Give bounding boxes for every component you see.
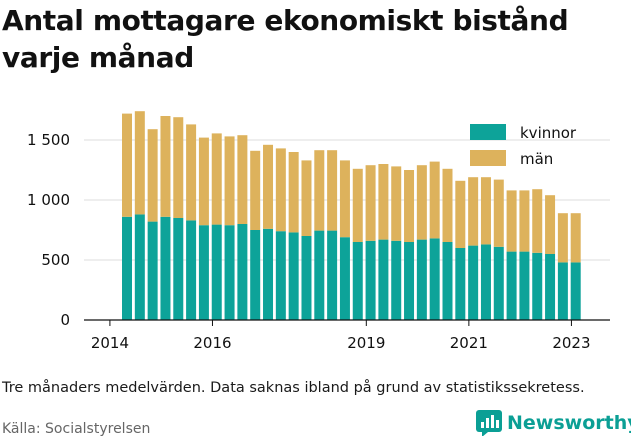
bar-man	[186, 124, 197, 221]
bar-man	[250, 150, 261, 230]
bar-kvinnor	[211, 224, 222, 320]
bar-kvinnor	[275, 231, 286, 320]
bar-man	[160, 116, 171, 217]
source-credit: Källa: Socialstyrelsen	[2, 421, 151, 437]
legend-swatch-man	[470, 150, 506, 166]
legend-label-kvinnor: kvinnor	[520, 124, 577, 142]
bar-kvinnor	[416, 239, 427, 320]
x-tick-label: 2014	[91, 334, 129, 350]
bar-kvinnor	[301, 236, 312, 320]
bar-kvinnor	[378, 239, 389, 320]
legend: kvinnor män	[470, 124, 577, 168]
chart-title: Antal mottagare ekonomiskt bistånd varje…	[2, 4, 569, 74]
bar-man	[224, 136, 235, 226]
bar-man	[339, 160, 350, 238]
bar-man	[455, 180, 466, 248]
stacked-bar-chart: 0 500 1 000 1 500 2014 2016 2019 2021 2023 kvin…	[27, 111, 610, 350]
bar-man	[122, 113, 132, 217]
bar-kvinnor	[545, 254, 556, 320]
bar-kvinnor	[455, 248, 466, 320]
bar-kvinnor	[519, 251, 530, 320]
x-tick-label: 2019	[347, 334, 385, 350]
bar-man	[480, 177, 491, 245]
bar-man	[263, 144, 274, 229]
bar-kvinnor	[237, 224, 248, 320]
bar-man	[557, 213, 568, 263]
bar-man	[147, 129, 158, 222]
newsworthy-logo-icon	[476, 410, 502, 436]
y-tick-label: 0	[60, 311, 70, 329]
bar-kvinnor	[314, 230, 325, 320]
bar-man	[198, 137, 209, 226]
bar-man	[173, 117, 184, 218]
y-tick-label: 500	[41, 251, 70, 269]
bar-kvinnor	[570, 262, 581, 320]
x-tick-label: 2023	[552, 334, 590, 350]
bar-man	[378, 164, 389, 240]
bar-kvinnor	[391, 240, 402, 320]
footnote: Tre månaders medelvärden. Data saknas ib…	[2, 380, 585, 396]
bar-man	[416, 165, 427, 240]
bar-man	[493, 179, 504, 247]
bar-man	[532, 189, 543, 253]
y-axis-ticks: 0 500 1 000 1 500	[27, 131, 70, 329]
bar-kvinnor	[160, 216, 171, 320]
bar-man	[365, 165, 376, 241]
bar-man	[237, 135, 248, 224]
y-tick-label: 1 500	[27, 131, 70, 149]
bar-man	[352, 168, 363, 242]
x-tick-label: 2016	[193, 334, 231, 350]
brand-logo: Newsworthy	[476, 410, 631, 436]
legend-swatch-kvinnor	[470, 124, 506, 140]
bar-kvinnor	[365, 240, 376, 320]
bar-kvinnor	[442, 242, 453, 320]
bar-kvinnor	[147, 221, 158, 320]
bar-kvinnor	[506, 251, 517, 320]
bar-kvinnor	[532, 252, 543, 320]
bar-kvinnor	[173, 218, 184, 320]
bar-man	[327, 150, 338, 231]
x-axis-ticks: 2014 2016 2019 2021 2023	[91, 320, 591, 350]
x-tick-label: 2021	[450, 334, 488, 350]
bar-man	[570, 213, 581, 263]
bar-man	[519, 190, 530, 252]
bar-kvinnor	[429, 238, 440, 320]
bar-man	[429, 161, 440, 239]
bar-kvinnor	[122, 216, 132, 320]
bar-man	[134, 111, 145, 215]
bar-man	[314, 150, 325, 231]
brand-name: Newsworthy	[507, 412, 631, 434]
bar-kvinnor	[250, 230, 261, 320]
bar-man	[506, 190, 517, 252]
bar-kvinnor	[339, 237, 350, 320]
bar-man	[211, 133, 222, 225]
bar-man	[468, 177, 479, 246]
bar-kvinnor	[557, 262, 568, 320]
bar-kvinnor	[134, 214, 145, 320]
bar-man	[545, 195, 556, 254]
bar-kvinnor	[468, 245, 479, 320]
legend-label-man: män	[520, 150, 553, 168]
bar-man	[404, 170, 415, 242]
bar-kvinnor	[288, 232, 299, 320]
bar-kvinnor	[327, 230, 338, 320]
bar-kvinnor	[480, 244, 491, 320]
bar-man	[442, 168, 453, 242]
y-tick-label: 1 000	[27, 191, 70, 209]
bar-man	[391, 166, 402, 241]
bar-kvinnor	[352, 242, 363, 320]
bars	[122, 111, 581, 320]
bar-kvinnor	[493, 246, 504, 320]
bar-kvinnor	[263, 228, 274, 320]
bar-kvinnor	[404, 242, 415, 320]
bar-kvinnor	[224, 225, 235, 320]
bar-kvinnor	[186, 220, 197, 320]
bar-kvinnor	[198, 225, 209, 320]
bar-man	[288, 152, 299, 233]
bar-man	[301, 160, 312, 236]
bar-man	[275, 148, 286, 232]
